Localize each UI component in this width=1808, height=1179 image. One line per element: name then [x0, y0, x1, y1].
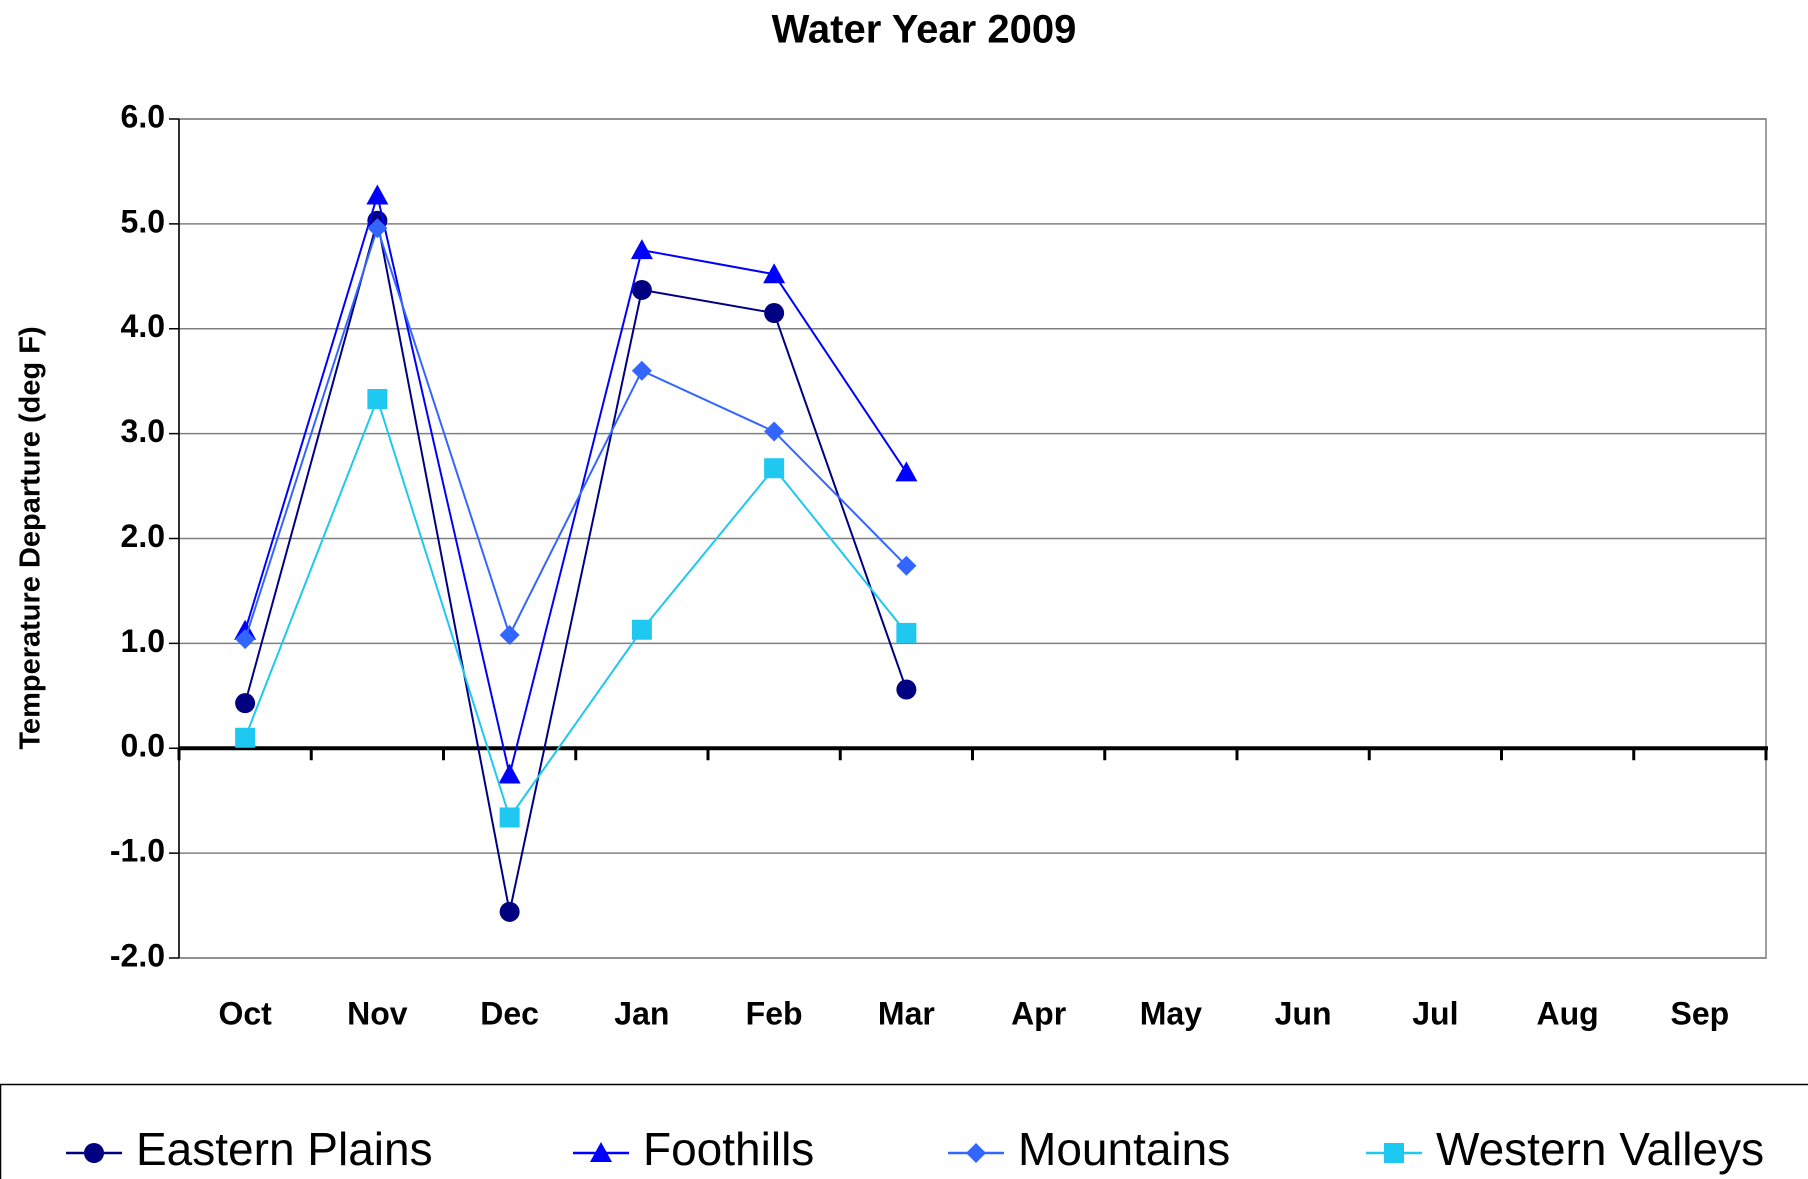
- y-tick-label: 0.0: [121, 728, 165, 764]
- data-point: [763, 263, 786, 284]
- x-tick-label: May: [1140, 995, 1202, 1031]
- data-point: [498, 763, 521, 784]
- series-line: [244, 220, 908, 913]
- x-tick-label: Feb: [746, 995, 803, 1031]
- series-line: [244, 224, 908, 640]
- legend-marker: [84, 1143, 104, 1163]
- series-line: [244, 396, 908, 820]
- legend-label: Mountains: [1018, 1123, 1230, 1175]
- legend-box: [0, 1083, 1808, 1179]
- data-point: [764, 458, 785, 479]
- data-point: [367, 389, 388, 410]
- y-tick-label: 3.0: [121, 413, 165, 449]
- x-tick-label: Jan: [614, 995, 669, 1031]
- legend-label: Foothills: [643, 1123, 814, 1175]
- legend-marker: [1384, 1143, 1404, 1163]
- x-tick-label: Apr: [1011, 995, 1066, 1031]
- x-tick-label: Mar: [878, 995, 935, 1031]
- x-tick-label: Sep: [1671, 995, 1730, 1031]
- data-point: [895, 461, 918, 482]
- data-point: [631, 360, 652, 381]
- data-point: [499, 901, 520, 922]
- chart-title: Water Year 2009: [772, 8, 1077, 52]
- y-tick-label: 2.0: [121, 518, 165, 554]
- data-point: [630, 239, 653, 260]
- data-point: [235, 629, 256, 650]
- data-point: [896, 622, 917, 643]
- y-tick-label: 5.0: [121, 203, 165, 239]
- data-point: [896, 679, 917, 700]
- series-line: [244, 191, 908, 775]
- data-point: [499, 807, 520, 828]
- y-tick-label: -2.0: [110, 937, 165, 973]
- y-tick-label: 1.0: [121, 623, 165, 659]
- data-point: [235, 727, 256, 748]
- x-tick-label: Aug: [1537, 995, 1599, 1031]
- data-point: [235, 693, 256, 714]
- y-tick-label: 4.0: [121, 308, 165, 344]
- x-tick-label: Jun: [1275, 995, 1332, 1031]
- legend-marker: [590, 1142, 612, 1162]
- data-point: [764, 303, 785, 324]
- data-point: [366, 184, 389, 205]
- legend-label: Western Valleys: [1436, 1123, 1764, 1175]
- y-tick-label: 6.0: [121, 98, 165, 134]
- data-point: [631, 619, 652, 640]
- data-point: [367, 218, 388, 239]
- y-axis-label: Temperature Departure (deg F): [15, 326, 47, 749]
- legend-label: Eastern Plains: [136, 1123, 433, 1175]
- x-tick-label: Jul: [1412, 995, 1458, 1031]
- legend-marker: [966, 1143, 986, 1163]
- x-tick-label: Nov: [347, 995, 408, 1031]
- data-point: [499, 624, 520, 645]
- x-tick-label: Oct: [218, 995, 272, 1031]
- data-point: [764, 421, 785, 442]
- data-point: [631, 279, 652, 300]
- data-point: [896, 555, 917, 576]
- y-tick-label: -1.0: [110, 833, 165, 869]
- x-tick-label: Dec: [480, 995, 539, 1031]
